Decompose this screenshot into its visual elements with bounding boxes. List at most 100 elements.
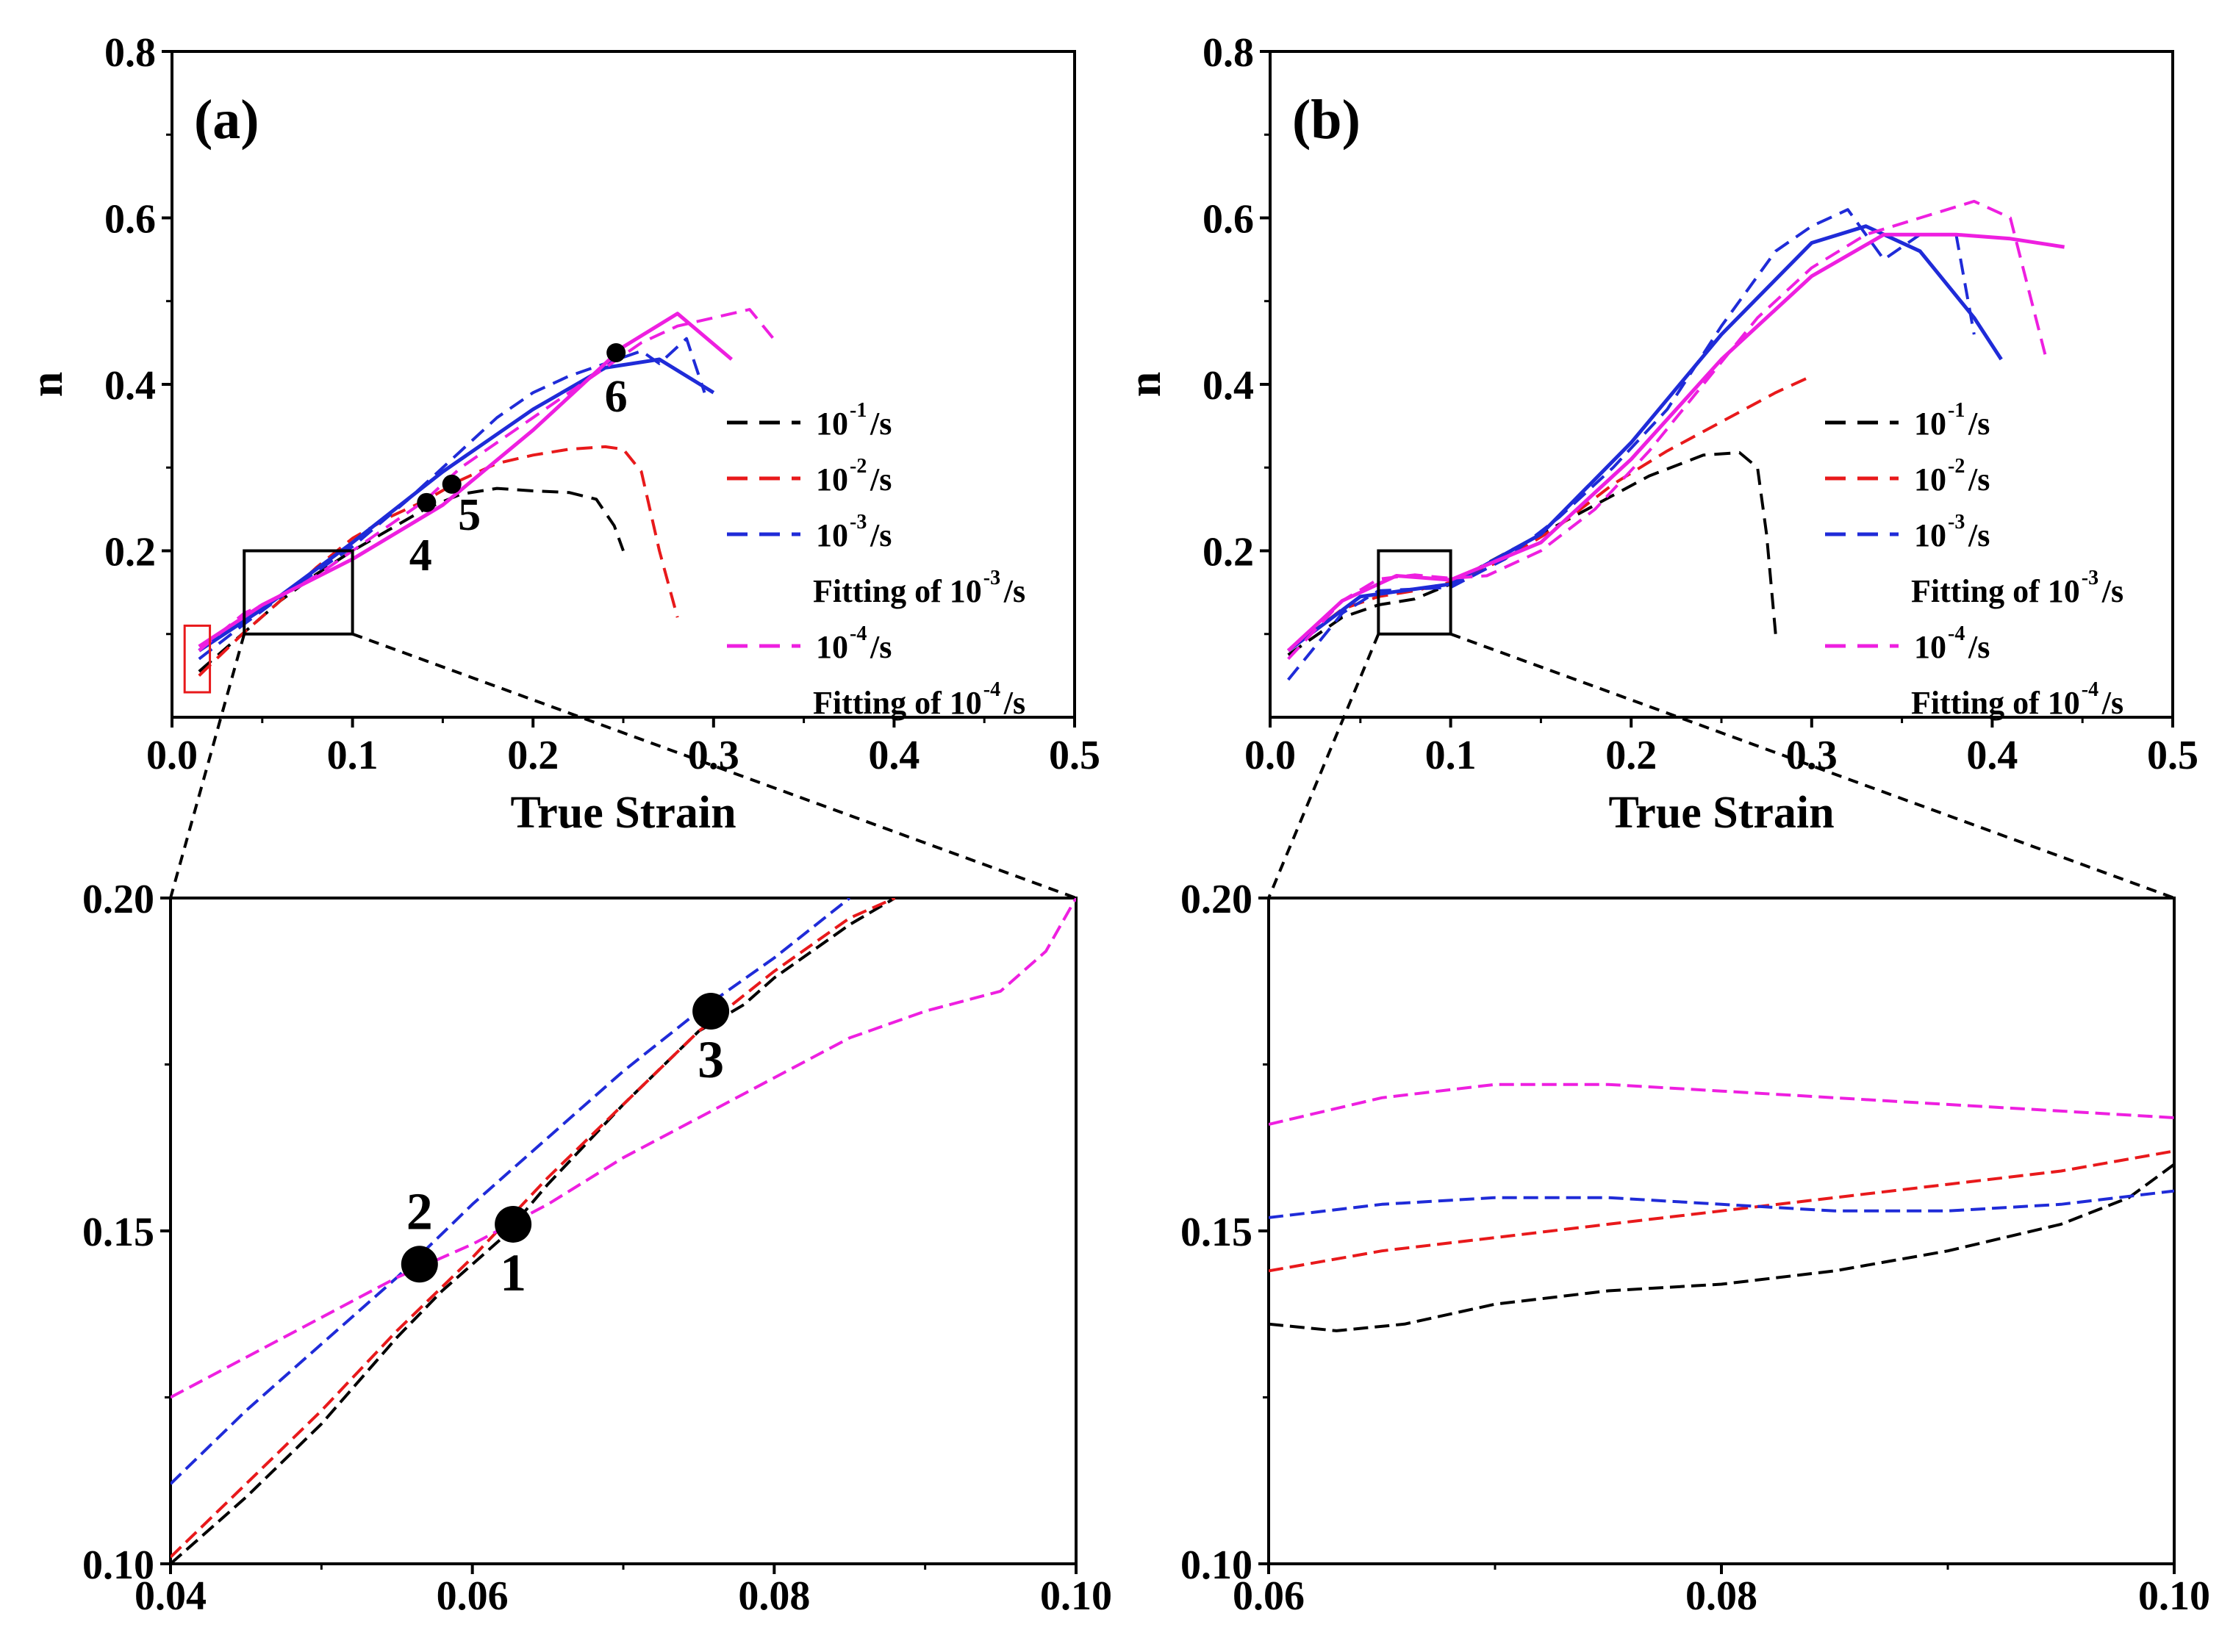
x-tick-label: 0.10 [2138, 1573, 2210, 1619]
legend-label-superscript: -1 [1948, 399, 1965, 422]
legend-label-suffix: /s [870, 406, 892, 442]
series-line [198, 445, 679, 677]
x-tick-label: 0.2 [1605, 733, 1657, 778]
chart-panel-0: 0.0 0.1 0.2 0.3 0.4 0.5 0.2 0.4 0.6 0.8 True Strai… [22, 30, 1100, 838]
series-line [198, 486, 625, 673]
x-tick-label: 0.06 [437, 1573, 509, 1619]
legend-label-suffix: /s [870, 629, 892, 665]
zoom-connector [1267, 633, 1380, 899]
legend-label-suffix: /s [1968, 517, 1990, 553]
legend-label-suffix: /s [2101, 685, 2123, 721]
series-line [198, 308, 778, 652]
series-layer [171, 898, 1076, 1564]
series-line [1287, 224, 2003, 653]
y-tick-label: 0.8 [1202, 30, 1254, 76]
legend-label-superscript: -3 [1948, 511, 1965, 534]
legend-label: 10 [816, 406, 848, 442]
series-layer [1269, 1082, 2174, 1332]
marker-label: 1 [500, 1243, 526, 1302]
y-tick-label: 0.8 [104, 30, 156, 76]
marker-point [606, 342, 626, 362]
x-tick-label: 0.08 [1685, 1573, 1757, 1619]
legend-label: 10 [816, 517, 848, 553]
marker-label: 6 [605, 372, 628, 422]
legend-label-superscript: -4 [850, 622, 867, 645]
x-tick-label: 0.0 [146, 733, 198, 778]
y-tick-label: 0.10 [82, 1543, 154, 1588]
legend-label-superscript: -3 [850, 511, 867, 534]
marker-point [692, 993, 730, 1030]
x-tick-label: 0.4 [868, 733, 920, 778]
legend-label-suffix: /s [1968, 406, 1990, 442]
highlight-box [183, 624, 212, 694]
x-tick-label: 0.0 [1244, 733, 1296, 778]
series-line [171, 898, 896, 1564]
series-line [198, 357, 715, 653]
x-axis-label: True Strain [1608, 788, 1834, 838]
series-line [198, 312, 734, 648]
x-tick-label: 0.1 [1425, 733, 1477, 778]
y-tick-label: 0.4 [1202, 363, 1254, 409]
legend-label-superscript: -3 [983, 567, 1000, 589]
y-tick-label: 0.4 [104, 363, 156, 409]
legend-label-superscript: -4 [2082, 678, 2098, 701]
y-axis-label: n [22, 372, 72, 397]
y-axis-label: n [1120, 372, 1170, 397]
x-tick-label: 0.5 [2147, 733, 2198, 778]
marker-point [401, 1246, 438, 1283]
panel-label: (a) [194, 89, 259, 151]
zoom-box [1377, 549, 1452, 636]
series-layer [198, 308, 778, 677]
legend-label-superscript: -2 [850, 455, 867, 478]
legend-label: Fitting of 10 [1911, 685, 2080, 721]
legend-label: 10 [1914, 517, 1946, 553]
marker-point [417, 492, 437, 512]
marker-point [495, 1205, 532, 1243]
series-line [1287, 374, 1813, 652]
x-tick-label: 0.3 [688, 733, 739, 778]
y-tick-label: 0.20 [82, 877, 154, 922]
legend-label-superscript: -4 [983, 678, 1000, 701]
legend-label-superscript: -4 [1948, 622, 1965, 645]
zoom-connector [1449, 632, 2175, 899]
series-line [1269, 1149, 2174, 1273]
chart-panel-2: 0.04 0.06 0.08 0.10 0.10 0.15 0.20 2 1 3 [82, 877, 1112, 1619]
series-layer [1286, 199, 2065, 681]
series-line [171, 898, 1076, 1399]
marker-label: 5 [458, 490, 481, 540]
x-tick-label: 0.10 [1040, 1573, 1112, 1619]
legend-label-suffix: /s [2101, 573, 2123, 609]
chart-panel-1: 0.0 0.1 0.2 0.3 0.4 0.5 0.2 0.4 0.6 0.8 True Strai… [1120, 30, 2198, 838]
x-tick-label: 0.2 [507, 733, 559, 778]
x-tick-label: 0.06 [1233, 1573, 1305, 1619]
plot-frame [1269, 50, 2174, 719]
marker-label: 2 [406, 1182, 433, 1240]
legend-label-suffix: /s [870, 462, 892, 498]
legend-label-suffix: /s [1003, 573, 1025, 609]
legend-label: 10 [1914, 462, 1946, 498]
zoom-box [243, 549, 354, 636]
y-tick-label: 0.2 [1202, 530, 1254, 575]
x-tick-label: 0.3 [1786, 733, 1838, 778]
legend-label: Fitting of 10 [813, 573, 982, 609]
marker-point [442, 474, 462, 494]
y-tick-label: 0.20 [1180, 877, 1252, 922]
y-tick-label: 0.6 [104, 197, 156, 243]
series-line [1286, 232, 2065, 653]
legend-label: Fitting of 10 [813, 685, 982, 721]
legend-label: 10 [816, 462, 848, 498]
series-line [1269, 1082, 2174, 1126]
x-tick-label: 0.1 [327, 733, 379, 778]
plot-frame [169, 897, 1078, 1565]
y-tick-label: 0.15 [1180, 1210, 1252, 1255]
series-line [171, 898, 851, 1485]
series-line [1269, 1163, 2174, 1332]
y-tick-label: 0.2 [104, 530, 156, 575]
x-axis-label: True Strain [510, 788, 736, 838]
marker-label: 4 [409, 531, 432, 581]
panel-label: (b) [1292, 89, 1361, 151]
zoom-connector [351, 632, 1077, 899]
legend-label-superscript: -2 [1948, 455, 1965, 478]
